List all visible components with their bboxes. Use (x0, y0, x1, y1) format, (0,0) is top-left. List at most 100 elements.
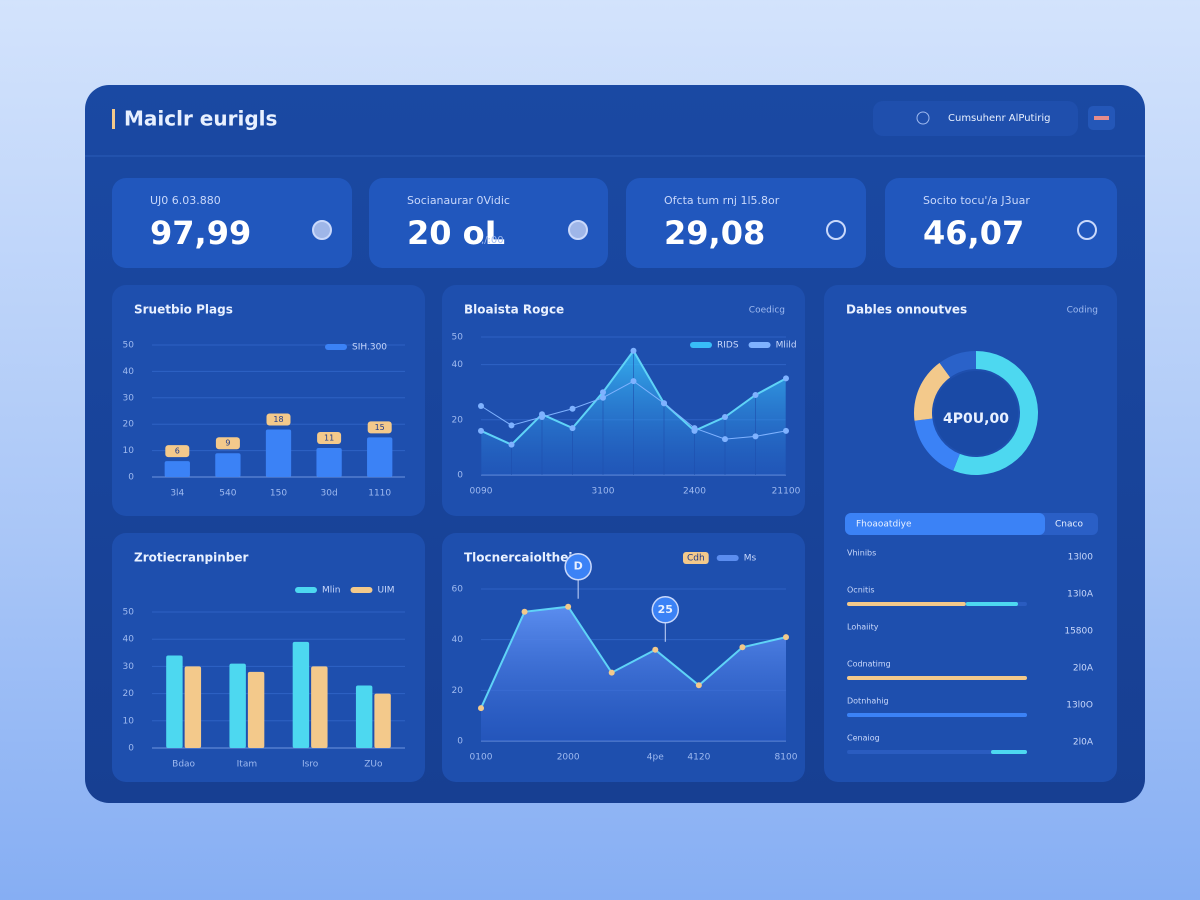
panel-tag: Coedicg (749, 306, 785, 316)
panel (112, 285, 425, 516)
donut-segment (939, 351, 976, 378)
row-label: Vhinibs (847, 549, 876, 558)
y-tick-label: 20 (123, 420, 135, 430)
x-tick-label: 3l4 (170, 489, 184, 499)
point (478, 403, 484, 409)
point (783, 375, 789, 382)
y-tick-label: 50 (123, 341, 135, 351)
bar (184, 666, 202, 748)
legend-tag: Cdh (687, 554, 705, 564)
x-tick-label: 8100 (775, 753, 798, 763)
point (508, 441, 515, 448)
legend-swatch (350, 587, 373, 593)
y-tick-label: 20 (123, 689, 135, 699)
data-label: 9 (225, 439, 230, 448)
row-label: Lohaiity (847, 623, 879, 632)
y-tick-label: 30 (123, 662, 135, 672)
kpi-label: Socianaurar 0Vidic (407, 194, 510, 207)
panel-title: Sruetbio Plags (134, 303, 233, 317)
point (569, 425, 576, 432)
x-tick-label: 2000 (557, 753, 580, 763)
kpi-icon (568, 220, 588, 240)
y-tick-label: 50 (123, 608, 135, 618)
x-tick-label: 1110 (368, 489, 391, 499)
data-label: 18 (273, 415, 283, 424)
progress-bar (965, 602, 1018, 606)
x-tick-label: 0090 (470, 487, 493, 497)
panel-title: Bloaista Rogce (464, 303, 564, 317)
point (569, 405, 576, 412)
donut-center: 4P0U,00 (943, 411, 1009, 427)
annotation: 25 (658, 603, 673, 616)
point (691, 425, 698, 432)
bar (374, 693, 391, 748)
kpi-card (112, 178, 352, 268)
header-button-label[interactable]: Cumsuhenr AlPutirig (948, 113, 1050, 124)
data-label-box (215, 437, 240, 450)
point (478, 427, 484, 434)
point (695, 682, 702, 689)
panel-title: Tlocnercaiolthein (464, 551, 581, 565)
legend-swatch (295, 587, 317, 593)
pin (651, 596, 680, 624)
y-tick-label: 30 (123, 393, 135, 403)
row-value: 15800 (1064, 627, 1093, 637)
annotation: D (574, 560, 583, 573)
x-tick-label: 2400 (683, 487, 706, 497)
legend-label: RIDS (717, 341, 739, 351)
x-tick-label: 3100 (592, 487, 615, 497)
progress-track (847, 750, 1027, 754)
x-tick-label: 4120 (687, 753, 710, 763)
point (722, 414, 728, 421)
point (521, 608, 528, 615)
point (478, 705, 484, 712)
panel-tag: Coding (1067, 306, 1098, 316)
y-tick-label: 50 (452, 333, 464, 343)
data-label-box (317, 431, 342, 444)
bar (247, 671, 265, 748)
kpi-note: ,/:00 (481, 235, 504, 246)
x-tick-label: 150 (270, 489, 287, 499)
point (539, 414, 545, 421)
data-label: 15 (375, 423, 385, 432)
bar (164, 461, 190, 477)
point (752, 433, 759, 440)
donut-hole (934, 371, 1018, 455)
kpi-value: 29,08 (664, 214, 765, 252)
legend-label: SIH.300 (352, 343, 387, 353)
y-tick-label: 40 (452, 360, 464, 370)
user-icon (916, 111, 930, 125)
kpi-card (369, 178, 608, 268)
row-value: 2l0A (1073, 738, 1094, 748)
data-label: 11 (324, 433, 334, 442)
panel-title: Zrotiecranpinber (134, 551, 248, 565)
donut-segment (914, 418, 960, 471)
point (661, 400, 667, 407)
bar (265, 429, 292, 477)
legend-swatch (690, 342, 712, 348)
y-tick-label: 10 (123, 716, 135, 726)
y-tick-label: 0 (457, 471, 463, 481)
panel-title: Dables onnoutves (846, 303, 967, 317)
bar (316, 447, 342, 477)
list-header: Fhoaoatdiye (856, 520, 912, 530)
x-tick-label: 540 (219, 489, 236, 499)
menu-icon (1094, 116, 1109, 120)
kpi-card (626, 178, 866, 268)
row-label: Cenaiog (847, 734, 880, 743)
row-label: Ocnitis (847, 586, 875, 595)
legend-label: Mlild (776, 341, 797, 351)
x-tick-label: ZUo (364, 760, 383, 770)
x-tick-label: 21100 (772, 487, 801, 497)
y-tick-label: 20 (452, 415, 464, 425)
point (608, 669, 615, 676)
kpi-icon (1077, 220, 1097, 240)
bar (229, 663, 246, 748)
kpi-icon (826, 220, 846, 240)
header-title: Maiclr eurigls (124, 107, 277, 131)
header-button[interactable] (873, 101, 1078, 136)
area (481, 606, 786, 741)
legend-label: Mlin (322, 586, 340, 596)
